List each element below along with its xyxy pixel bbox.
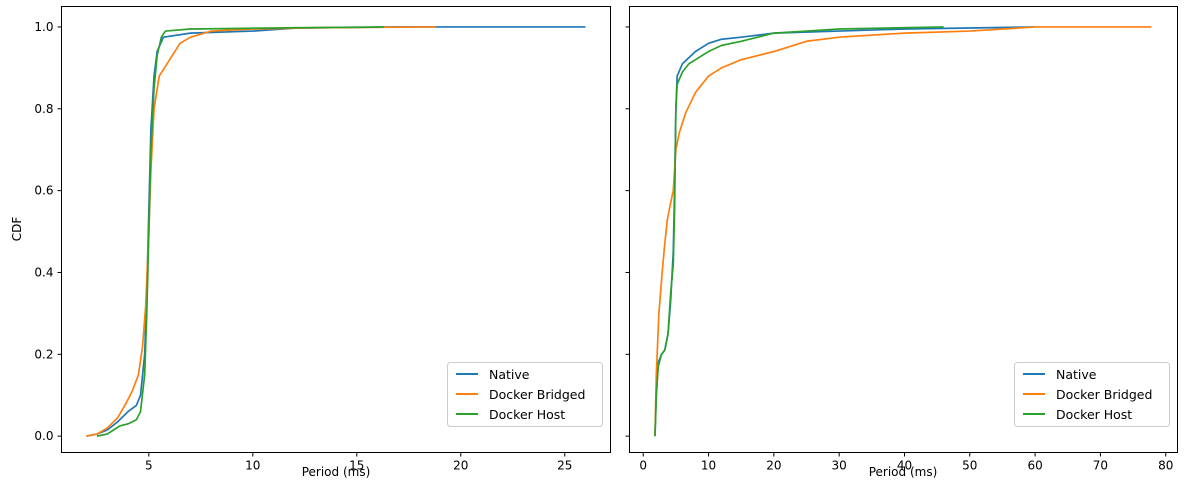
legend-label-native-right: Native	[1056, 367, 1097, 382]
plot-area-left	[61, 6, 611, 453]
legend-label-host-left: Docker Host	[489, 407, 565, 422]
legend-label-bridged-left: Docker Bridged	[489, 387, 585, 402]
y-ticks-right	[625, 26, 630, 437]
x-tick-label-left-5: 5	[145, 459, 153, 473]
x-tick-label-right-20: 20	[766, 459, 781, 473]
y-tick-label-0.4: 0.4	[34, 265, 53, 279]
y-tick-label-0.8: 0.8	[34, 102, 53, 116]
lines-left	[86, 26, 586, 437]
legend-right: Native Docker Bridged Docker Host	[1014, 362, 1170, 427]
lines-right	[654, 26, 1152, 437]
y-axis-label: CDF	[10, 217, 24, 242]
x-tick-label-left-10: 10	[245, 459, 260, 473]
x-tick-label-left-25: 25	[557, 459, 572, 473]
subplot-right: 0 10 20 30 40 50 60 70 80 Period (ms) Native Doc…	[625, 6, 1178, 479]
plot-area-right	[629, 6, 1178, 453]
y-ticks-left: 0.0 0.2 0.4 0.6 0.8 1.0	[34, 20, 62, 443]
x-ticks-left: 5 10 15 20 25	[145, 452, 572, 473]
x-tick-label-right-0: 0	[639, 459, 647, 473]
x-tick-label-right-80: 80	[1158, 459, 1173, 473]
y-tick-label-0.0: 0.0	[34, 429, 53, 443]
series-line-host-left	[96, 26, 384, 437]
x-tick-label-right-70: 70	[1093, 459, 1108, 473]
legend-label-bridged-right: Docker Bridged	[1056, 387, 1152, 402]
x-tick-label-right-30: 30	[832, 459, 847, 473]
x-tick-label-left-15: 15	[349, 459, 364, 473]
x-tick-label-right-10: 10	[701, 459, 716, 473]
x-ticks-right: 0 10 20 30 40 50 60 70 80	[639, 452, 1173, 473]
subplot-left: 5 10 15 20 25 0.0 0.2 0.4 0.6 0.8 1.0 Period (ms)…	[10, 6, 611, 479]
legend-label-native-left: Native	[489, 367, 530, 382]
y-tick-label-0.6: 0.6	[34, 184, 53, 198]
legend-left: Native Docker Bridged Docker Host	[447, 362, 603, 427]
x-tick-label-right-50: 50	[962, 459, 977, 473]
x-axis-label-right: Period (ms)	[869, 465, 938, 479]
legend-label-host-right: Docker Host	[1056, 407, 1132, 422]
x-tick-label-right-60: 60	[1027, 459, 1042, 473]
series-line-host-right	[654, 26, 944, 437]
x-tick-label-right-40: 40	[897, 459, 912, 473]
series-line-bridged-right	[654, 26, 1152, 437]
x-tick-label-left-20: 20	[453, 459, 468, 473]
legend-box-right	[1014, 362, 1170, 427]
y-tick-label-0.2: 0.2	[34, 347, 53, 361]
legend-box-left	[447, 362, 603, 427]
x-axis-label-left: Period (ms)	[302, 465, 371, 479]
y-tick-label-1.0: 1.0	[34, 20, 53, 34]
